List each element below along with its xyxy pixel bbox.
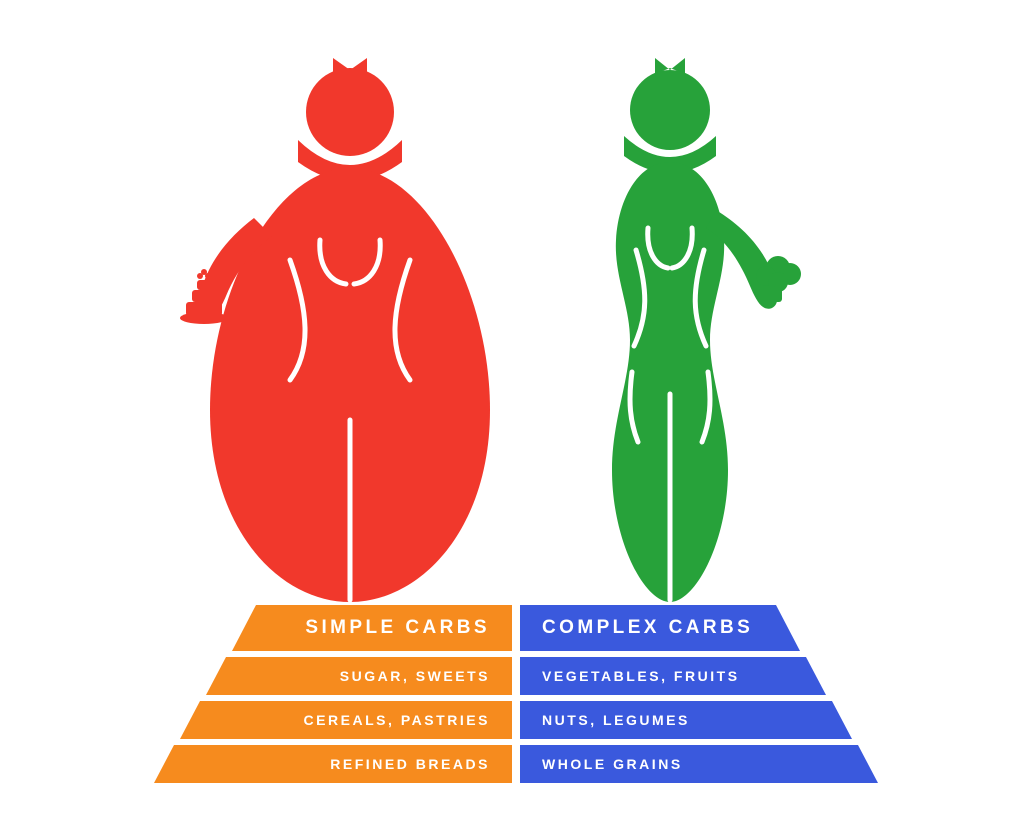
figure-simple-carbs: [180, 50, 520, 610]
infographic-canvas: SIMPLE CARBS SUGAR, SWEETS CEREALS, PAST…: [0, 0, 1024, 838]
pyramid-complex-carbs: COMPLEX CARBS VEGETABLES, FRUITS NUTS, L…: [520, 605, 880, 789]
pyramid-item: WHOLE GRAINS: [520, 745, 878, 783]
figure-complex-carbs: [520, 50, 820, 610]
pyramid-item: VEGETABLES, FRUITS: [520, 657, 826, 695]
pyramid-item: CEREALS, PASTRIES: [180, 701, 512, 739]
pyramid-item: REFINED BREADS: [154, 745, 512, 783]
pyramid-item: NUTS, LEGUMES: [520, 701, 852, 739]
pyramid-item: SUGAR, SWEETS: [206, 657, 512, 695]
pyramid-simple-carbs: SIMPLE CARBS SUGAR, SWEETS CEREALS, PAST…: [152, 605, 512, 789]
pyramid-title-left: SIMPLE CARBS: [232, 605, 512, 651]
pyramid-title-right: COMPLEX CARBS: [520, 605, 800, 651]
